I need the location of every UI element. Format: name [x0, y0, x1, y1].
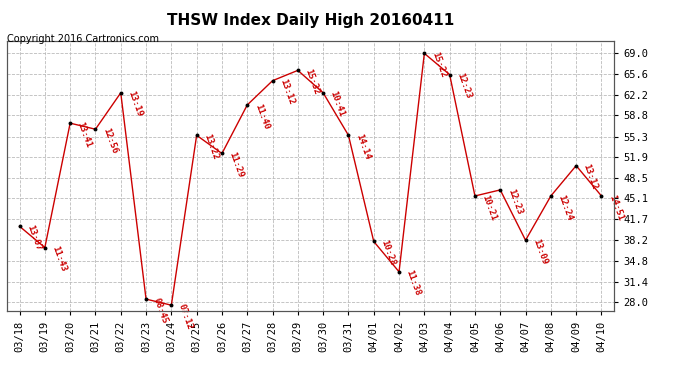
Text: 11:29: 11:29	[228, 151, 245, 179]
Point	[368, 238, 380, 244]
Text: 13:12: 13:12	[278, 78, 296, 106]
Text: THSW  (°F): THSW (°F)	[545, 30, 607, 40]
Point	[571, 163, 582, 169]
Point	[293, 68, 304, 74]
Text: 11:43: 11:43	[50, 245, 68, 273]
Text: 07:12: 07:12	[177, 302, 195, 331]
Text: 10:28: 10:28	[380, 239, 397, 267]
Text: 13:41: 13:41	[76, 120, 93, 149]
Text: 13:22: 13:22	[202, 132, 220, 161]
Point	[419, 50, 430, 56]
Point	[191, 132, 202, 138]
Point	[115, 90, 126, 96]
Point	[596, 193, 607, 199]
Point	[141, 296, 152, 302]
Point	[495, 187, 506, 193]
Point	[469, 193, 480, 199]
Text: THSW Index Daily High 20160411: THSW Index Daily High 20160411	[167, 13, 454, 28]
Point	[217, 150, 228, 156]
Point	[166, 302, 177, 308]
Text: 13:09: 13:09	[531, 237, 549, 266]
Point	[65, 120, 76, 126]
Point	[267, 78, 278, 84]
Point	[241, 102, 253, 108]
Text: 12:23: 12:23	[506, 187, 524, 216]
Text: 13:07: 13:07	[25, 224, 43, 252]
Point	[520, 237, 531, 243]
Point	[317, 90, 328, 96]
Text: 15:22: 15:22	[430, 51, 448, 79]
Text: 08:45: 08:45	[152, 296, 169, 325]
Point	[545, 193, 556, 199]
Text: 10:21: 10:21	[480, 193, 498, 222]
Text: 10:41: 10:41	[328, 90, 346, 118]
Point	[343, 132, 354, 138]
Text: 12:24: 12:24	[556, 193, 574, 222]
Text: 15:32: 15:32	[304, 68, 321, 96]
Point	[39, 244, 50, 250]
Text: 13:19: 13:19	[126, 90, 144, 118]
Point	[90, 126, 101, 132]
Text: 11:38: 11:38	[404, 269, 422, 297]
Text: 12:23: 12:23	[455, 72, 473, 100]
Text: 11:40: 11:40	[253, 102, 270, 130]
Text: Copyright 2016 Cartronics.com: Copyright 2016 Cartronics.com	[7, 34, 159, 44]
Point	[393, 269, 404, 275]
Text: 12:56: 12:56	[101, 126, 119, 155]
Text: 14:14: 14:14	[354, 132, 372, 161]
Text: 13:12: 13:12	[582, 163, 600, 191]
Point	[14, 223, 25, 229]
Point	[444, 72, 455, 78]
Text: 14:51: 14:51	[607, 193, 624, 222]
